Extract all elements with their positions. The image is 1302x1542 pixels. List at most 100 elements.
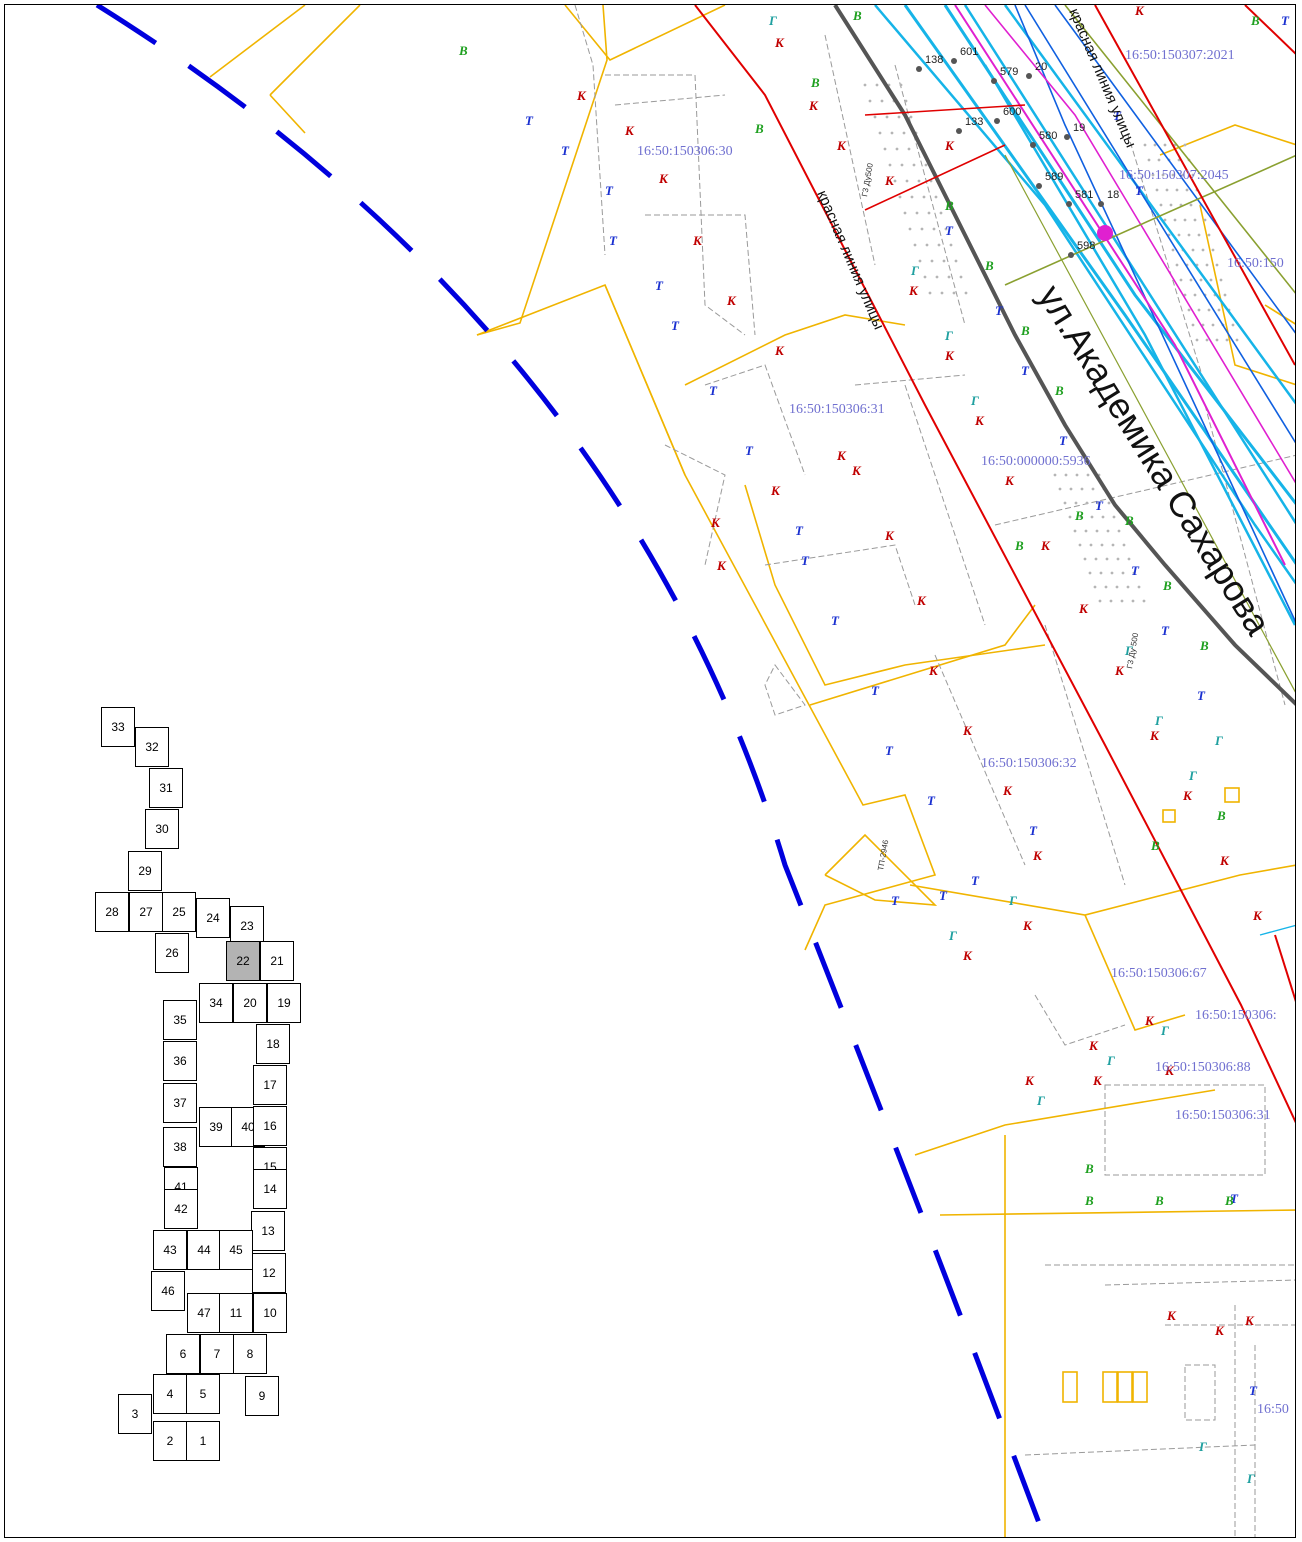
parking-dot: [1098, 599, 1102, 603]
building-outline: [904, 384, 986, 626]
cadastral-label: 16:50:150306:32: [981, 756, 1077, 771]
sheet-tile-16[interactable]: 16: [253, 1106, 287, 1146]
building-outline: [994, 454, 1295, 526]
parking-dot: [1117, 529, 1121, 533]
sheet-tile-9[interactable]: 9: [245, 1376, 279, 1416]
utility-marker-sewer: К: [1144, 1013, 1155, 1028]
parking-dot: [915, 211, 919, 215]
sheet-tile-11[interactable]: 11: [219, 1293, 253, 1333]
cadastral-map[interactable]: К К К К К К К К К К К К К К К К К К К К К К К К К К К К К К К К К К К К К К К К…: [5, 5, 1296, 1538]
sheet-tile-45[interactable]: 45: [219, 1230, 253, 1270]
parking-dot: [1189, 278, 1193, 282]
parking-dot: [1187, 233, 1191, 237]
sheet-tile-2[interactable]: 2: [153, 1421, 187, 1461]
parking-dot: [1225, 338, 1229, 342]
outbuilding-outline: [1117, 1371, 1133, 1403]
parking-dot: [1163, 143, 1167, 147]
sheet-tile-34[interactable]: 34: [199, 983, 233, 1023]
sheet-tile-12[interactable]: 12: [252, 1253, 286, 1293]
parking-dot: [1183, 143, 1187, 147]
parking-dot: [924, 163, 928, 167]
sheet-tile-27[interactable]: 27: [129, 892, 163, 932]
sheet-tile-3[interactable]: 3: [118, 1394, 152, 1434]
sheet-tile-19[interactable]: 19: [267, 983, 301, 1023]
sheet-tile-43[interactable]: 43: [153, 1230, 187, 1270]
parcel-line: [744, 484, 1046, 686]
parking-dot: [934, 195, 938, 199]
parking-dot: [920, 227, 924, 231]
sheet-tile-18[interactable]: 18: [256, 1024, 290, 1064]
sheet-tile-22[interactable]: 22: [226, 941, 260, 981]
utility-marker-sewer: К: [1134, 5, 1145, 18]
sheet-tile-47[interactable]: 47: [187, 1293, 221, 1333]
utility-marker-sewer: К: [726, 293, 737, 308]
parking-dot: [1159, 203, 1163, 207]
survey-point-label: 581: [1075, 189, 1093, 201]
street-edge: [833, 5, 1295, 706]
sheet-tile-17[interactable]: 17: [253, 1065, 287, 1105]
building-outline: [1044, 624, 1126, 886]
sheet-tile-24[interactable]: 24: [196, 898, 230, 938]
sheet-tile-5[interactable]: 5: [186, 1374, 220, 1414]
parking-dot: [1068, 515, 1072, 519]
sheet-tile-20[interactable]: 20: [233, 983, 267, 1023]
utility-marker-sewer: К: [1040, 538, 1051, 553]
sheet-tile-7[interactable]: 7: [200, 1334, 234, 1374]
utility-marker-gas: Г: [1214, 733, 1223, 748]
utility-marker-water: В: [1250, 13, 1260, 28]
survey-point-label: 580: [1039, 130, 1057, 142]
utility-marker-water: В: [1014, 538, 1024, 553]
utility-line: [984, 5, 1295, 484]
sheet-tile-39[interactable]: 39: [199, 1107, 233, 1147]
sheet-tile-4[interactable]: 4: [153, 1374, 187, 1414]
parking-dot: [1084, 529, 1088, 533]
sheet-tile-21[interactable]: 21: [260, 941, 294, 981]
utility-marker-sewer: К: [1214, 1323, 1225, 1338]
sheet-tile-37[interactable]: 37: [163, 1083, 197, 1123]
sheet-tile-8[interactable]: 8: [233, 1334, 267, 1374]
sheet-tile-29[interactable]: 29: [128, 851, 162, 891]
sheet-tile-35[interactable]: 35: [163, 1000, 197, 1040]
sheet-tile-26[interactable]: 26: [155, 933, 189, 973]
parking-dot: [1211, 248, 1215, 252]
sheet-tile-23[interactable]: 23: [230, 906, 264, 946]
parking-dot: [1085, 501, 1089, 505]
sheet-tile-30[interactable]: 30: [145, 809, 179, 849]
parking-dot: [927, 211, 931, 215]
parking-dot: [1121, 571, 1125, 575]
sheet-tile-28[interactable]: 28: [95, 892, 129, 932]
utility-marker-heat: Т: [1113, 108, 1122, 123]
sheet-tile-38[interactable]: 38: [163, 1127, 197, 1167]
building-outline: [894, 64, 966, 326]
utility-marker-heat: Т: [1281, 13, 1290, 28]
map-frame: К К К К К К К К К К К К К К К К К К К К К К К К К К К К К К К К К К К К К К К К…: [4, 4, 1296, 1538]
utility-marker-heat: Т: [995, 303, 1004, 318]
sheet-tile-1[interactable]: 1: [186, 1421, 220, 1461]
sheet-tile-33[interactable]: 33: [101, 707, 135, 747]
sheet-tile-36[interactable]: 36: [163, 1041, 197, 1081]
parking-dot: [1195, 338, 1199, 342]
sheet-tile-42[interactable]: 42: [164, 1189, 198, 1229]
sheet-tile-13[interactable]: 13: [251, 1211, 285, 1251]
building-outline: [824, 34, 876, 266]
parking-dot: [1080, 487, 1084, 491]
parking-dot: [1100, 543, 1104, 547]
sheet-tile-46[interactable]: 46: [151, 1271, 185, 1311]
sheet-tile-32[interactable]: 32: [135, 727, 169, 767]
sheet-tile-44[interactable]: 44: [187, 1230, 221, 1270]
cadastral-label: 16:50:150306:: [1195, 1008, 1277, 1023]
utility-line: [943, 5, 1295, 505]
sheet-tile-25[interactable]: 25: [162, 892, 196, 932]
parking-dot: [947, 275, 951, 279]
sheet-tile-6[interactable]: 6: [166, 1334, 200, 1374]
sheet-tile-10[interactable]: 10: [253, 1293, 287, 1333]
parking-dot: [1058, 487, 1062, 491]
sheet-tile-14[interactable]: 14: [253, 1169, 287, 1209]
parking-dot: [1193, 218, 1197, 222]
parking-dot: [1104, 585, 1108, 589]
utility-marker-sewer: К: [928, 663, 939, 678]
utility-marker-sewer: К: [916, 593, 927, 608]
utility-line: [963, 5, 1295, 525]
sheet-tile-31[interactable]: 31: [149, 768, 183, 808]
parcel-line: [1084, 914, 1186, 1031]
